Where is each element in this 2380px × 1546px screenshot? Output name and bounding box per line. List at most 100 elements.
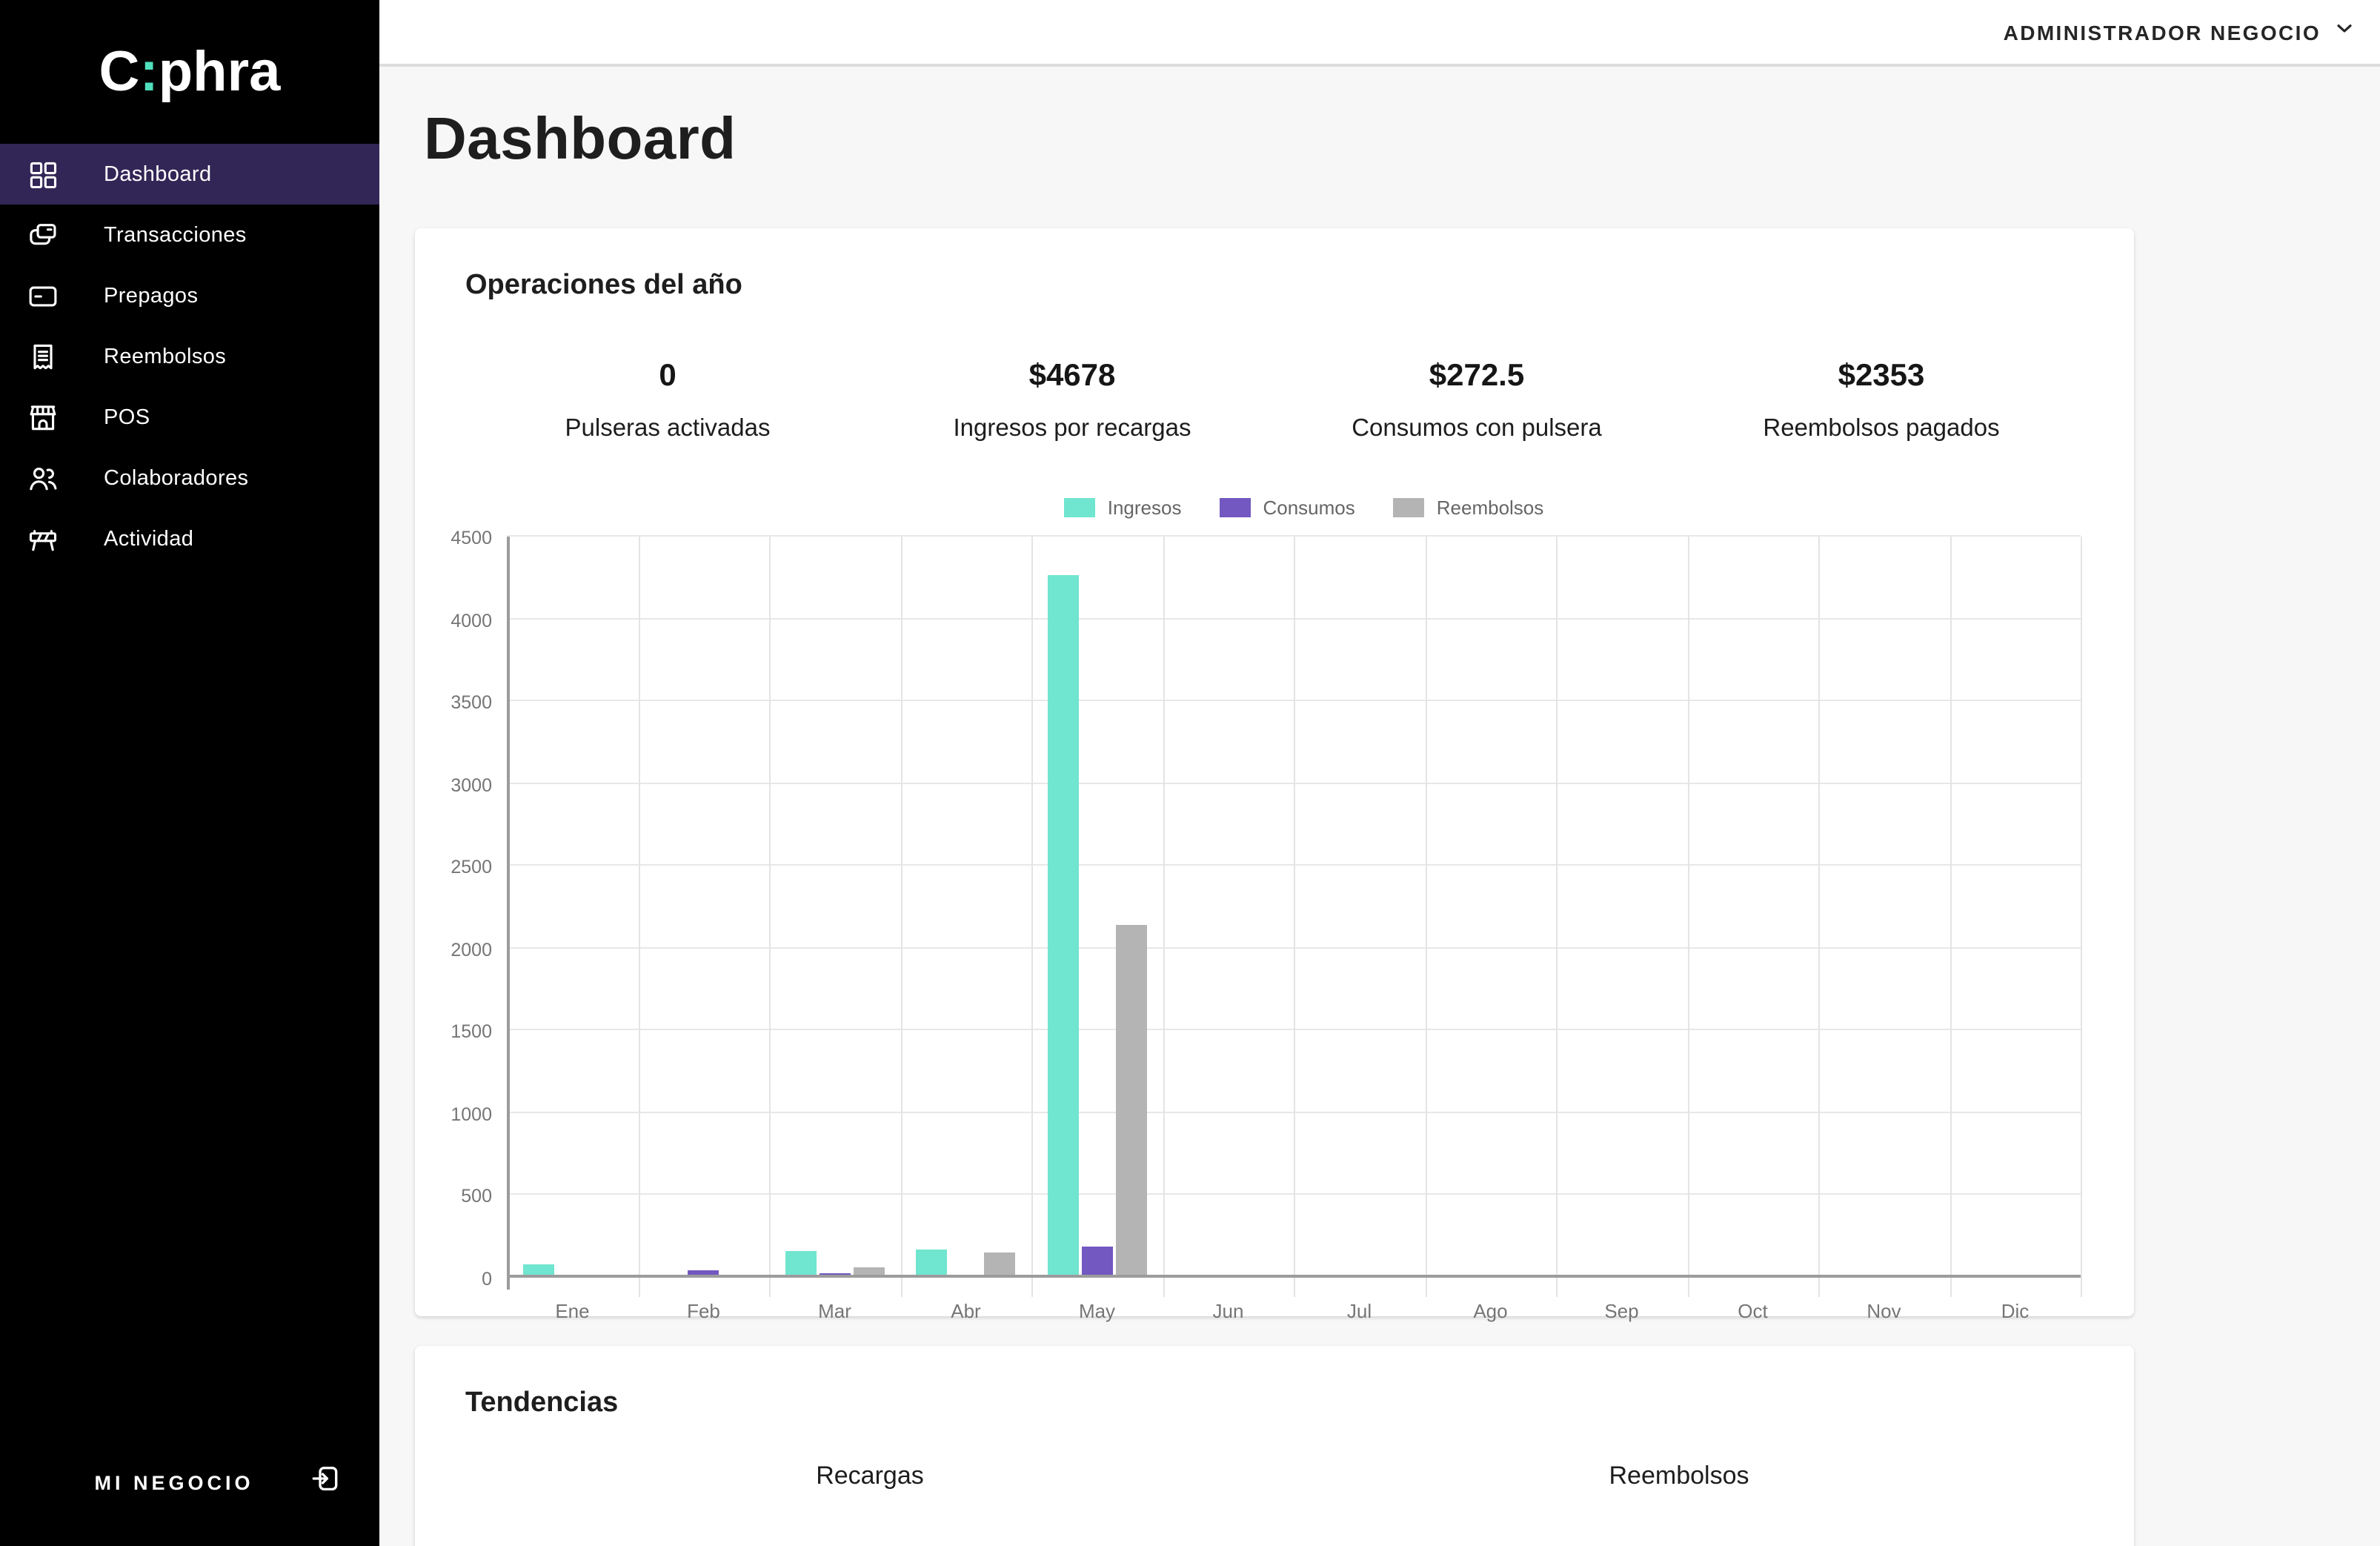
- stat-ingresos-recargas: $4678 Ingresos por recargas: [870, 359, 1274, 443]
- y-axis-line: [507, 537, 510, 1290]
- y-tick-label: 3000: [451, 774, 492, 796]
- stat-reembolsos-pagados: $2353 Reembolsos pagados: [1679, 359, 2084, 443]
- column-separator: [900, 537, 902, 1297]
- sidebar-item-actividad[interactable]: Actividad: [0, 508, 379, 569]
- trends-card: Tendencias Recargas Reembolsos: [415, 1346, 2134, 1546]
- barrier-icon: [27, 522, 59, 555]
- sidebar-item-prepagos[interactable]: Prepagos: [0, 265, 379, 326]
- y-tick-label: 4500: [451, 528, 492, 548]
- page-title: Dashboard: [424, 107, 737, 172]
- x-tick-label: Jul: [1346, 1300, 1372, 1322]
- column-separator: [1163, 537, 1164, 1297]
- legend-swatch: [1064, 498, 1096, 517]
- user-menu-button[interactable]: ADMINISTRADOR NEGOCIO: [2004, 16, 2356, 47]
- x-tick-label: Oct: [1738, 1300, 1768, 1322]
- month-column-feb: Feb: [638, 537, 769, 1322]
- legend-swatch: [1393, 498, 1425, 517]
- user-menu-label: ADMINISTRADOR NEGOCIO: [2003, 20, 2321, 44]
- sidebar-item-label: Dashboard: [104, 162, 212, 186]
- trend-column-reembolsos: Reembolsos: [1609, 1462, 1749, 1490]
- gridline-4500: [507, 535, 2081, 537]
- stat-value: $4678: [1028, 359, 1116, 393]
- transactions-cards-icon: [27, 219, 59, 251]
- storefront-icon: [27, 401, 59, 434]
- app-logo: C:phra: [0, 0, 379, 144]
- y-tick-label: 4000: [451, 610, 492, 631]
- x-tick-label: Ene: [555, 1300, 590, 1322]
- stat-label: Pulseras activadas: [565, 415, 771, 442]
- stat-label: Ingresos por recargas: [953, 415, 1191, 442]
- sidebar-item-dashboard[interactable]: Dashboard: [0, 144, 379, 205]
- legend-item-ingresos: Ingresos: [1064, 497, 1182, 519]
- bar-consumos-feb: [688, 1270, 719, 1278]
- month-column-abr: Abr: [900, 537, 1031, 1322]
- sidebar-item-pos[interactable]: POS: [0, 387, 379, 448]
- y-tick-label: 1500: [451, 1021, 492, 1043]
- sidebar-item-reembolsos[interactable]: Reembolsos: [0, 326, 379, 387]
- month-column-ago: Ago: [1425, 537, 1556, 1322]
- chart-plot: 0 500 1000 1500 2000 2500 3000 3500 4000 4500 Ene F…: [451, 528, 2082, 1322]
- legend-label: Ingresos: [1107, 497, 1182, 519]
- column-separator: [1031, 537, 1033, 1297]
- bar-ingresos-ene: [522, 1264, 554, 1278]
- month-column-sep: Sep: [1556, 537, 1687, 1322]
- my-business-label: MI NEGOCIO: [94, 1471, 254, 1493]
- exit-icon: [310, 1463, 341, 1502]
- operations-card: Operaciones del año 0 Pulseras activadas…: [415, 228, 2134, 1322]
- x-tick-label: Mar: [818, 1300, 851, 1322]
- stat-consumos-pulsera: $272.5 Consumos con pulsera: [1274, 359, 1679, 443]
- bar-consumos-may: [1081, 1247, 1113, 1278]
- logo-colon: :: [139, 42, 159, 104]
- sidebar-item-transacciones[interactable]: Transacciones: [0, 205, 379, 265]
- column-separator: [638, 537, 639, 1297]
- chevron-down-icon: [2333, 16, 2356, 47]
- column-separator: [1294, 537, 1295, 1297]
- stat-label: Consumos con pulsera: [1352, 415, 1602, 442]
- y-tick-label: 500: [461, 1186, 492, 1207]
- sidebar-item-label: Actividad: [104, 527, 194, 551]
- x-tick-label: Abr: [951, 1300, 981, 1322]
- main-content: Dashboard Operaciones del año 0 Pulseras…: [379, 70, 2380, 1546]
- y-tick-label: 1000: [451, 1104, 492, 1125]
- x-tick-label: Ago: [1473, 1300, 1508, 1322]
- stats-row: 0 Pulseras activadas $4678 Ingresos por …: [465, 359, 2084, 443]
- trend-columns: Recargas Reembolsos: [465, 1462, 2084, 1491]
- x-tick-label: Nov: [1867, 1300, 1901, 1322]
- x-tick-label: May: [1078, 1300, 1116, 1322]
- legend-swatch: [1220, 498, 1252, 517]
- month-column-jun: Jun: [1163, 537, 1294, 1322]
- y-tick-label: 0: [482, 1269, 492, 1290]
- bar-ingresos-may: [1047, 575, 1079, 1278]
- stat-value: 0: [659, 359, 677, 393]
- month-column-nov: Nov: [1818, 537, 1949, 1322]
- column-separator: [1687, 537, 1689, 1297]
- month-column-dic: Dic: [1949, 537, 2081, 1322]
- people-icon: [27, 462, 59, 494]
- y-tick-label: 3500: [451, 692, 492, 714]
- trends-card-title: Tendencias: [465, 1387, 619, 1419]
- x-tick-label: Jun: [1212, 1300, 1244, 1322]
- month-column-may: May: [1031, 537, 1163, 1322]
- y-tick-label: 2000: [451, 939, 492, 961]
- sidebar-item-colaboradores[interactable]: Colaboradores: [0, 448, 379, 508]
- legend-item-reembolsos: Reembolsos: [1393, 497, 1543, 519]
- sidebar-item-label: Colaboradores: [104, 466, 249, 490]
- sidebar: C:phra Dashboard Transacciones Prepagos: [0, 0, 379, 1546]
- sidebar-item-label: Reembolsos: [104, 345, 227, 368]
- column-separator: [1425, 537, 1426, 1297]
- month-column-oct: Oct: [1687, 537, 1818, 1322]
- trend-column-recargas: Recargas: [816, 1462, 924, 1490]
- bar-ingresos-mar: [785, 1250, 817, 1278]
- logo-text-rest: phra: [158, 42, 281, 104]
- column-separator: [1556, 537, 1558, 1297]
- my-business-button[interactable]: MI NEGOCIO: [0, 1463, 379, 1546]
- sidebar-item-label: Prepagos: [104, 284, 199, 308]
- bar-ingresos-abr: [916, 1250, 948, 1278]
- bar-reembolsos-abr: [984, 1252, 1016, 1278]
- stat-value: $2353: [1838, 359, 1925, 393]
- column-separator: [769, 537, 771, 1297]
- month-column-mar: Mar: [769, 537, 900, 1322]
- legend-label: Consumos: [1263, 497, 1355, 519]
- receipt-icon: [27, 340, 59, 373]
- column-separator: [1818, 537, 1820, 1297]
